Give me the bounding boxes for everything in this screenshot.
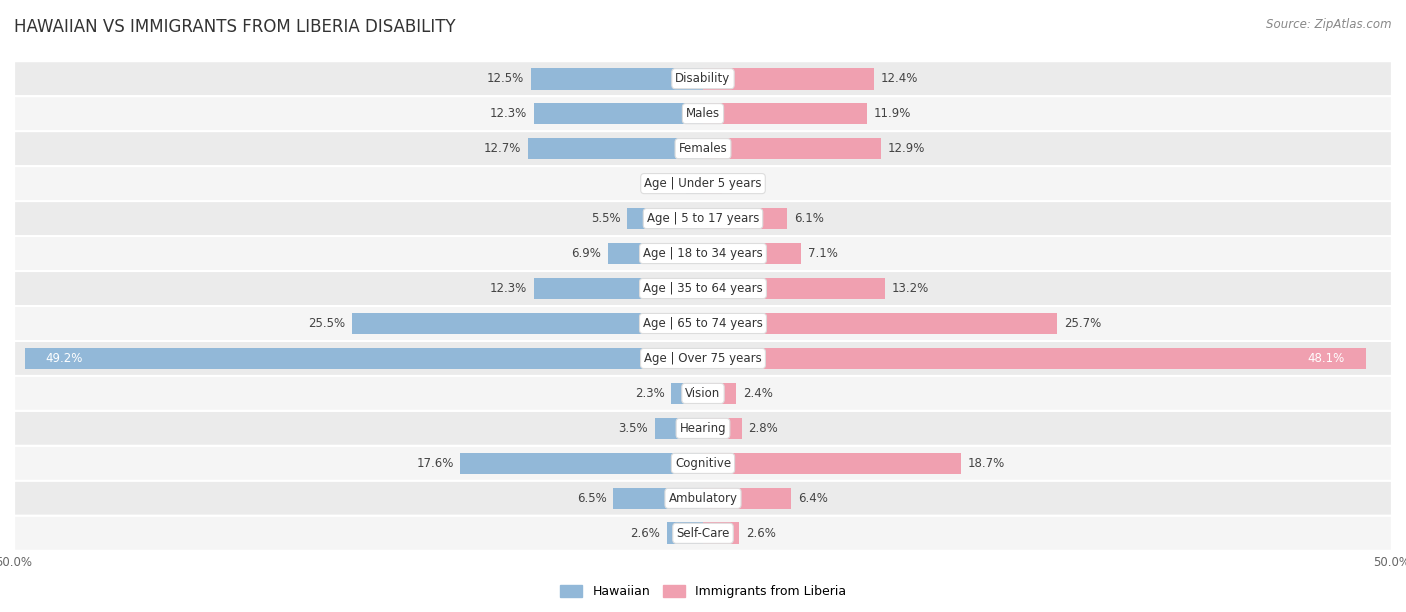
Text: Age | 35 to 64 years: Age | 35 to 64 years [643, 282, 763, 295]
Text: Cognitive: Cognitive [675, 457, 731, 470]
FancyBboxPatch shape [14, 201, 1392, 236]
Text: HAWAIIAN VS IMMIGRANTS FROM LIBERIA DISABILITY: HAWAIIAN VS IMMIGRANTS FROM LIBERIA DISA… [14, 18, 456, 36]
Text: 25.7%: 25.7% [1064, 317, 1101, 330]
Bar [529, 138, 703, 160]
FancyBboxPatch shape [14, 236, 1392, 271]
FancyBboxPatch shape [14, 271, 1392, 306]
Text: 48.1%: 48.1% [1308, 352, 1346, 365]
Text: 12.5%: 12.5% [486, 72, 524, 85]
FancyBboxPatch shape [14, 481, 1392, 516]
Text: 1.2%: 1.2% [650, 177, 679, 190]
Bar [703, 523, 738, 544]
FancyBboxPatch shape [14, 131, 1392, 166]
Text: Ambulatory: Ambulatory [668, 492, 738, 505]
Text: 6.1%: 6.1% [794, 212, 824, 225]
Text: 18.7%: 18.7% [967, 457, 1005, 470]
Legend: Hawaiian, Immigrants from Liberia: Hawaiian, Immigrants from Liberia [555, 580, 851, 603]
Text: 12.9%: 12.9% [887, 142, 925, 155]
Bar [533, 278, 703, 299]
Text: 6.5%: 6.5% [576, 492, 606, 505]
Bar [668, 523, 703, 544]
Bar [686, 173, 703, 195]
Text: Females: Females [679, 142, 727, 155]
Text: 2.6%: 2.6% [630, 527, 661, 540]
FancyBboxPatch shape [14, 96, 1392, 131]
Bar [671, 382, 703, 405]
Text: 3.5%: 3.5% [619, 422, 648, 435]
Bar [655, 417, 703, 439]
Text: Males: Males [686, 107, 720, 120]
Text: 7.1%: 7.1% [807, 247, 838, 260]
Bar [703, 138, 880, 160]
Text: 13.2%: 13.2% [891, 282, 929, 295]
Text: 2.4%: 2.4% [742, 387, 773, 400]
Bar [703, 488, 792, 509]
Bar [533, 103, 703, 124]
Bar [25, 348, 703, 369]
Bar [703, 243, 801, 264]
Bar [703, 173, 723, 195]
Text: Age | 5 to 17 years: Age | 5 to 17 years [647, 212, 759, 225]
Text: 2.8%: 2.8% [748, 422, 778, 435]
Bar [352, 313, 703, 334]
Bar [703, 207, 787, 230]
Text: 25.5%: 25.5% [308, 317, 344, 330]
Bar [607, 243, 703, 264]
Text: 5.5%: 5.5% [591, 212, 620, 225]
Bar [627, 207, 703, 230]
Text: 2.3%: 2.3% [634, 387, 665, 400]
Text: 12.4%: 12.4% [880, 72, 918, 85]
FancyBboxPatch shape [14, 376, 1392, 411]
Bar [703, 348, 1365, 369]
Bar [531, 68, 703, 89]
FancyBboxPatch shape [14, 341, 1392, 376]
Text: Self-Care: Self-Care [676, 527, 730, 540]
FancyBboxPatch shape [14, 166, 1392, 201]
FancyBboxPatch shape [14, 306, 1392, 341]
Text: 6.4%: 6.4% [799, 492, 828, 505]
Text: Vision: Vision [685, 387, 721, 400]
Bar [703, 313, 1057, 334]
Text: Disability: Disability [675, 72, 731, 85]
Text: Age | Over 75 years: Age | Over 75 years [644, 352, 762, 365]
Text: 49.2%: 49.2% [46, 352, 83, 365]
Text: 17.6%: 17.6% [416, 457, 454, 470]
Text: 12.3%: 12.3% [489, 282, 527, 295]
Text: 12.7%: 12.7% [484, 142, 522, 155]
Text: 1.4%: 1.4% [730, 177, 759, 190]
Bar [613, 488, 703, 509]
Text: Age | 18 to 34 years: Age | 18 to 34 years [643, 247, 763, 260]
FancyBboxPatch shape [14, 446, 1392, 481]
Text: 2.6%: 2.6% [745, 527, 776, 540]
Text: Source: ZipAtlas.com: Source: ZipAtlas.com [1267, 18, 1392, 31]
Bar [703, 103, 868, 124]
FancyBboxPatch shape [14, 61, 1392, 96]
Text: 6.9%: 6.9% [571, 247, 600, 260]
Text: Age | Under 5 years: Age | Under 5 years [644, 177, 762, 190]
Bar [461, 452, 703, 474]
FancyBboxPatch shape [14, 516, 1392, 551]
Text: Hearing: Hearing [679, 422, 727, 435]
Bar [703, 417, 741, 439]
Bar [703, 452, 960, 474]
FancyBboxPatch shape [14, 411, 1392, 446]
Text: Age | 65 to 74 years: Age | 65 to 74 years [643, 317, 763, 330]
Bar [703, 382, 737, 405]
Text: 12.3%: 12.3% [489, 107, 527, 120]
Bar [703, 68, 875, 89]
Text: 11.9%: 11.9% [875, 107, 911, 120]
Bar [703, 278, 884, 299]
